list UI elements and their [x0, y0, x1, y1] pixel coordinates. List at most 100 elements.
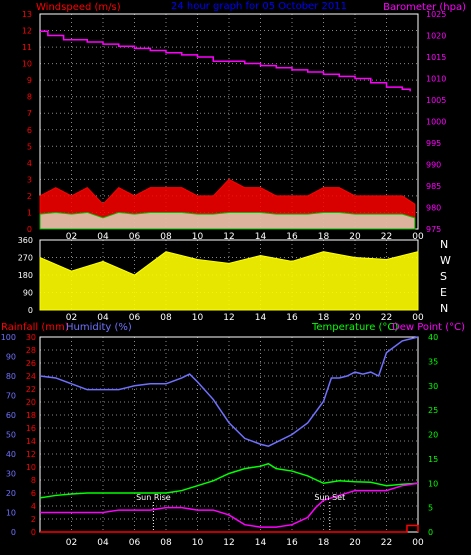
windspeed-tick-label: 2	[27, 192, 32, 201]
sunset-label: Sun Set	[314, 493, 345, 502]
x-tick-label: 02	[66, 313, 77, 323]
direction-tick-label: 90	[23, 289, 33, 298]
x-tick-label: 14	[255, 232, 267, 242]
compass-n-bottom: N	[440, 302, 448, 315]
chart-title: 24 hour graph for 05 October 2011	[171, 1, 347, 12]
humidity-tick-label: 50	[6, 431, 16, 440]
humidity-tick-label: 60	[6, 411, 16, 420]
direction-tick-label: 360	[18, 236, 33, 245]
barometer-axis-title: Barometer (hpa)	[383, 2, 466, 13]
barometer-tick-label: 975	[426, 225, 441, 234]
x-tick-label: 02	[66, 232, 77, 242]
windspeed-tick-label: 9	[27, 76, 32, 85]
rainfall-tick-label: 20	[26, 398, 36, 407]
x-tick-label: 20	[349, 313, 361, 323]
x-tick-label: 00	[412, 538, 424, 548]
windspeed-tick-label: 8	[27, 93, 32, 102]
barometer-tick-label: 980	[426, 204, 441, 213]
humidity-line	[39, 336, 419, 447]
rainfall-line	[40, 524, 419, 533]
barometer-tick-label: 1000	[426, 118, 446, 127]
panel-climate-frame	[39, 336, 419, 533]
temperature-axis-title: Temperature (°C)	[311, 322, 398, 333]
windspeed-tick-label: 6	[27, 126, 32, 135]
x-tick-label: 06	[129, 538, 141, 548]
windspeed-tick-label: 13	[22, 10, 32, 19]
windspeed-tick-label: 0	[27, 225, 32, 234]
windspeed-tick-label: 4	[27, 159, 32, 168]
direction-tick-label: 0	[28, 306, 33, 315]
x-tick-label: 20	[349, 232, 361, 242]
windspeed-tick-label: 3	[27, 175, 32, 184]
barometer-tick-label: 1025	[426, 10, 446, 19]
temperature-tick-label: 30	[428, 382, 438, 391]
rainfall-tick-label: 14	[26, 437, 36, 446]
rainfall-tick-label: 6	[31, 489, 36, 498]
windspeed-tick-label: 7	[27, 109, 32, 118]
temperature-tick-label: 10	[428, 479, 438, 488]
x-tick-label: 08	[160, 232, 172, 242]
barometer-tick-label: 995	[426, 139, 441, 148]
x-tick-label: 00	[412, 232, 424, 242]
rainfall-tick-label: 30	[26, 333, 36, 342]
x-tick-label: 22	[381, 232, 392, 242]
compass-e: E	[440, 286, 447, 299]
humidity-tick-label: 90	[6, 353, 16, 362]
humidity-tick-label: 20	[6, 489, 16, 498]
x-tick-label: 04	[97, 538, 109, 548]
temperature-tick-label: 0	[428, 528, 433, 537]
x-tick-label: 16	[286, 232, 298, 242]
direction-tick-label: 180	[18, 271, 33, 280]
rainfall-tick-label: 8	[31, 476, 36, 485]
barometer-tick-label: 1005	[426, 96, 446, 105]
compass-n-top: N	[440, 238, 448, 251]
rainfall-tick-label: 18	[26, 411, 36, 420]
windspeed-lull-area	[39, 211, 416, 230]
rainfall-tick-label: 28	[26, 346, 36, 355]
windspeed-tick-label: 5	[27, 142, 32, 151]
windspeed-tick-label: 10	[22, 60, 32, 69]
x-tick-label: 10	[192, 313, 204, 323]
rainfall-tick-label: 22	[26, 385, 36, 394]
humidity-axis-title: Humidity (%)	[66, 322, 132, 333]
x-tick-label: 06	[129, 313, 141, 323]
temperature-tick-label: 25	[428, 406, 438, 415]
compass-s: S	[440, 270, 447, 283]
wind-direction-area	[39, 251, 419, 311]
x-tick-label: 16	[286, 313, 298, 323]
humidity-tick-label: 70	[6, 392, 16, 401]
barometer-tick-label: 990	[426, 161, 441, 170]
x-tick-label: 08	[160, 313, 172, 323]
x-tick-label: 18	[318, 538, 330, 548]
barometer-tick-label: 1015	[426, 53, 446, 62]
x-tick-label: 06	[129, 232, 141, 242]
x-tick-label: 22	[381, 538, 392, 548]
dewpoint-axis-title: Dew Point (°C)	[392, 322, 465, 333]
rainfall-tick-label: 0	[31, 528, 36, 537]
barometer-tick-label: 985	[426, 182, 441, 191]
temperature-tick-label: 20	[428, 431, 438, 440]
rainfall-tick-label: 12	[26, 450, 36, 459]
temperature-tick-label: 15	[428, 455, 438, 464]
dewpoint-line	[40, 482, 419, 528]
windspeed-tick-label: 1	[27, 208, 32, 217]
humidity-tick-label: 0	[11, 528, 16, 537]
windspeed-tick-label: 12	[22, 27, 32, 36]
humidity-tick-label: 30	[6, 470, 16, 479]
humidity-tick-label: 40	[6, 450, 16, 459]
rainfall-tick-label: 26	[26, 359, 36, 368]
x-tick-label: 04	[97, 313, 109, 323]
x-tick-label: 18	[318, 313, 330, 323]
temperature-tick-label: 5	[428, 504, 433, 513]
temperature-tick-label: 35	[428, 357, 438, 366]
rainfall-tick-label: 24	[26, 372, 36, 381]
barometer-tick-label: 1010	[426, 75, 446, 84]
rainfall-tick-label: 16	[26, 424, 36, 433]
humidity-tick-label: 10	[6, 509, 16, 518]
x-tick-label: 12	[223, 538, 234, 548]
windspeed-axis-title: Windspeed (m/s)	[36, 2, 121, 13]
barometer-tick-label: 1020	[426, 32, 446, 41]
x-tick-label: 12	[223, 232, 234, 242]
